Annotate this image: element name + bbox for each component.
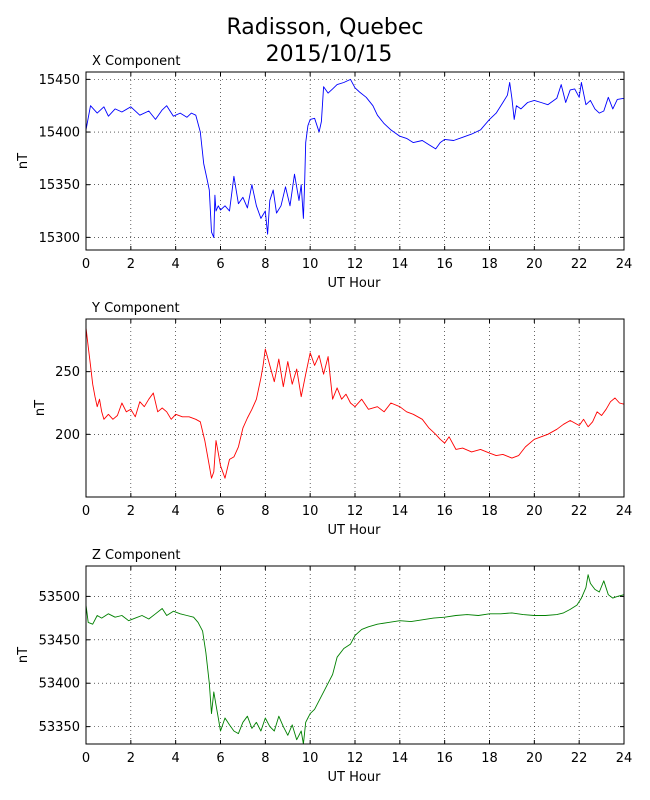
x-tick-label: 10 (302, 257, 319, 272)
x-tick-label: 14 (392, 751, 409, 766)
x-tick-label: 18 (481, 504, 498, 519)
y-tick-label: 53450 (39, 633, 80, 648)
y-tick-label: 15400 (39, 126, 80, 141)
x-tick-label: 16 (436, 504, 453, 519)
x-tick-label: 4 (172, 257, 180, 272)
panel-x-component: X Component nT UT Hour 0 2 4 6 8 10 12 14 16 18 20… (16, 54, 632, 291)
x-tick-label: 12 (347, 257, 364, 272)
y-axis-label: nT (16, 153, 31, 169)
x-axis-label: UT Hour (328, 770, 382, 785)
x-tick-label: 0 (82, 257, 90, 272)
x-tick-label: 22 (571, 751, 588, 766)
panel-title: Y Component (91, 301, 180, 316)
x-tick-label: 4 (172, 504, 180, 519)
y-tick-label: 200 (55, 428, 80, 443)
x-tick-label: 8 (261, 751, 269, 766)
x-tick-label: 12 (347, 751, 364, 766)
x-tick-label: 2 (127, 257, 135, 272)
x-tick-label: 14 (392, 504, 409, 519)
x-tick-label: 24 (616, 504, 633, 519)
x-tick-label: 16 (436, 751, 453, 766)
x-tick-label: 20 (526, 257, 543, 272)
x-tick-label: 2 (127, 751, 135, 766)
series-line (85, 327, 625, 479)
x-tick-label: 18 (481, 751, 498, 766)
x-tick-label: 24 (616, 751, 633, 766)
x-tick-label: 0 (82, 504, 90, 519)
x-tick-label: 20 (526, 504, 543, 519)
x-tick-label: 14 (392, 257, 409, 272)
x-tick-label: 6 (216, 257, 224, 272)
figure-title-line1: Radisson, Quebec (226, 15, 423, 40)
series-line (85, 574, 625, 745)
y-axis-label: nT (16, 647, 31, 663)
x-tick-label: 20 (526, 751, 543, 766)
panel-z-component: Z Component nT UT Hour 0 2 4 6 8 10 12 14 16 18 20… (16, 548, 632, 785)
x-tick-label: 8 (261, 504, 269, 519)
x-tick-label: 12 (347, 504, 364, 519)
panel-title: Z Component (92, 548, 181, 563)
x-tick-label: 10 (302, 751, 319, 766)
y-axis-label: nT (33, 400, 48, 416)
x-tick-label: 10 (302, 504, 319, 519)
x-axis-label: UT Hour (328, 523, 382, 538)
y-tick-label: 250 (55, 365, 80, 380)
x-tick-label: 4 (172, 751, 180, 766)
x-tick-label: 6 (216, 504, 224, 519)
x-tick-label: 24 (616, 257, 633, 272)
y-tick-label: 53400 (39, 677, 80, 692)
series-line (85, 78, 625, 238)
x-tick-label: 22 (571, 504, 588, 519)
panel-title: X Component (92, 54, 181, 69)
y-tick-label: 15350 (39, 178, 80, 193)
x-tick-label: 22 (571, 257, 588, 272)
x-tick-label: 0 (82, 751, 90, 766)
y-tick-label: 53500 (39, 590, 80, 605)
x-tick-label: 2 (127, 504, 135, 519)
x-tick-label: 8 (261, 257, 269, 272)
x-axis-label: UT Hour (328, 276, 382, 291)
y-tick-label: 53350 (39, 720, 80, 735)
x-tick-label: 18 (481, 257, 498, 272)
x-tick-label: 6 (216, 751, 224, 766)
y-tick-label: 15300 (39, 231, 80, 246)
y-tick-label: 15450 (39, 73, 80, 88)
figure-title-line2: 2015/10/15 (266, 42, 393, 67)
panel-y-component: Y Component nT UT Hour 0 2 4 6 8 10 12 14 16 18 20… (33, 301, 632, 538)
x-tick-label: 16 (436, 257, 453, 272)
